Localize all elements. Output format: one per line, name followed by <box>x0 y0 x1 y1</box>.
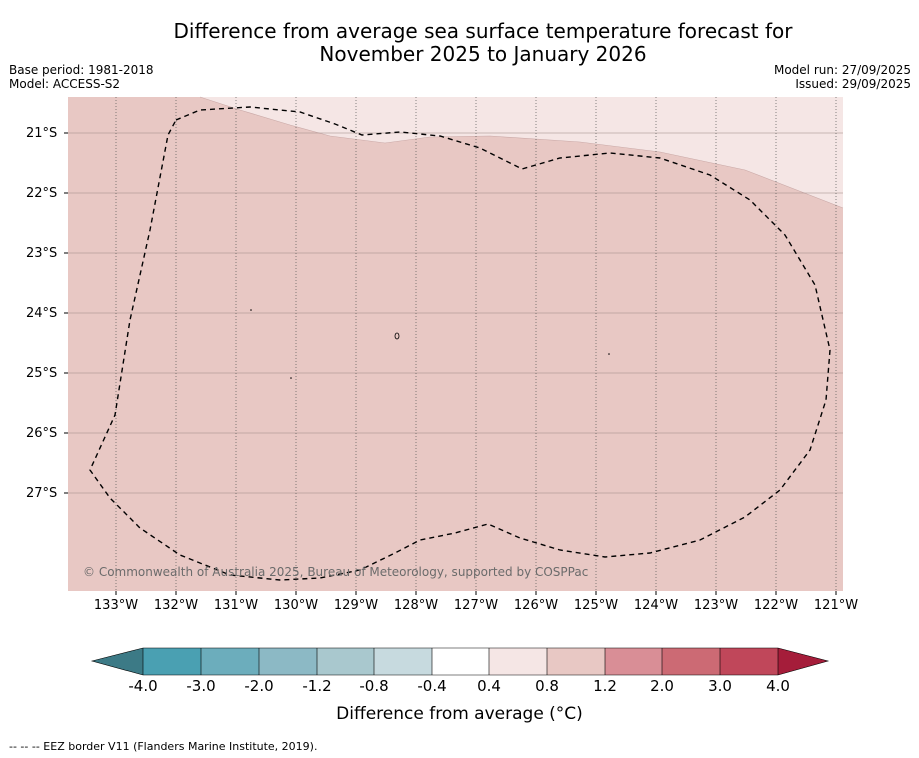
colorbar-swatch <box>143 648 201 675</box>
colorbar-high-extend <box>778 648 828 675</box>
issued-date: Issued: 29/09/2025 <box>795 77 911 91</box>
anomaly-fill-0.4-0.8 <box>200 97 843 208</box>
island-marker <box>394 332 400 340</box>
colorbar <box>90 647 830 676</box>
lon-label: 126°W <box>513 598 559 613</box>
lat-label: 26°S <box>26 426 58 441</box>
colorbar-tick-label: 3.0 <box>708 677 732 695</box>
colorbar-tick-label: -1.2 <box>302 677 332 695</box>
meta-left: Base period: 1981-2018 Model: ACCESS-S2 <box>9 63 154 91</box>
lat-label: 27°S <box>26 486 58 501</box>
model-run: Model run: 27/09/2025 <box>773 63 911 77</box>
map-title: Difference from average sea surface temp… <box>0 20 919 66</box>
colorbar-tick-label: -2.0 <box>244 677 274 695</box>
lat-label: 25°S <box>26 366 58 381</box>
colorbar-tick-label: -3.0 <box>186 677 216 695</box>
lat-grid <box>68 132 843 494</box>
lon-label: 129°W <box>333 598 379 613</box>
lon-label: 125°W <box>573 598 619 613</box>
colorbar-swatch <box>374 648 432 675</box>
lon-label: 127°W <box>453 598 499 613</box>
contour-line <box>199 96 844 209</box>
island-marker <box>290 377 292 379</box>
title-line-1: Difference from average sea surface temp… <box>173 19 793 43</box>
lon-label: 124°W <box>633 598 679 613</box>
colorbar-title: Difference from average (°C) <box>336 704 583 724</box>
colorbar-tick-label: -4.0 <box>128 677 158 695</box>
colorbar-swatch <box>489 648 547 675</box>
colorbar-tick-label: 4.0 <box>766 677 790 695</box>
copyright-credit: © Commonwealth of Australia 2025, Bureau… <box>83 565 589 579</box>
colorbar-tick-label: 2.0 <box>650 677 674 695</box>
lat-label: 23°S <box>26 246 58 261</box>
colorbar-tick-label: 0.4 <box>477 677 501 695</box>
colorbar-tick-label: 0.8 <box>535 677 559 695</box>
axis-ticks <box>64 132 837 595</box>
lon-label: 123°W <box>693 598 739 613</box>
colorbar-swatch <box>259 648 317 675</box>
lat-label: 24°S <box>26 306 58 321</box>
island-marker <box>250 309 252 311</box>
colorbar-tick-label: -0.4 <box>417 677 447 695</box>
colorbar-swatch <box>662 648 720 675</box>
colorbar-low-extend <box>92 648 143 675</box>
lon-grid <box>115 97 837 591</box>
eez-border <box>89 106 831 581</box>
lon-label: 131°W <box>213 598 259 613</box>
title-line-2: November 2025 to January 2026 <box>319 42 647 66</box>
colorbar-tick-label: 1.2 <box>593 677 617 695</box>
lat-label: 22°S <box>26 186 58 201</box>
colorbar-swatch <box>547 648 605 675</box>
anomaly-fill-0.8-1.2 <box>68 97 843 591</box>
lon-label: 128°W <box>393 598 439 613</box>
lat-label: 21°S <box>26 126 58 141</box>
lon-label: 130°W <box>273 598 319 613</box>
lon-label: 121°W <box>813 598 859 613</box>
colorbar-swatch <box>605 648 662 675</box>
eez-legend: -- -- -- EEZ border V11 (Flanders Marine… <box>9 740 318 753</box>
meta-right: Model run: 27/09/2025 Issued: 29/09/2025 <box>774 63 911 91</box>
colorbar-swatch <box>201 648 259 675</box>
model-name: Model: ACCESS-S2 <box>9 77 121 91</box>
colorbar-swatch <box>432 648 489 675</box>
colorbar-tick-label: -0.8 <box>359 677 389 695</box>
island-marker <box>608 353 610 355</box>
colorbar-swatch <box>317 648 374 675</box>
base-period: Base period: 1981-2018 <box>9 63 154 77</box>
lon-label: 133°W <box>93 598 139 613</box>
colorbar-swatch <box>720 648 778 675</box>
lon-label: 132°W <box>153 598 199 613</box>
lon-label: 122°W <box>753 598 799 613</box>
